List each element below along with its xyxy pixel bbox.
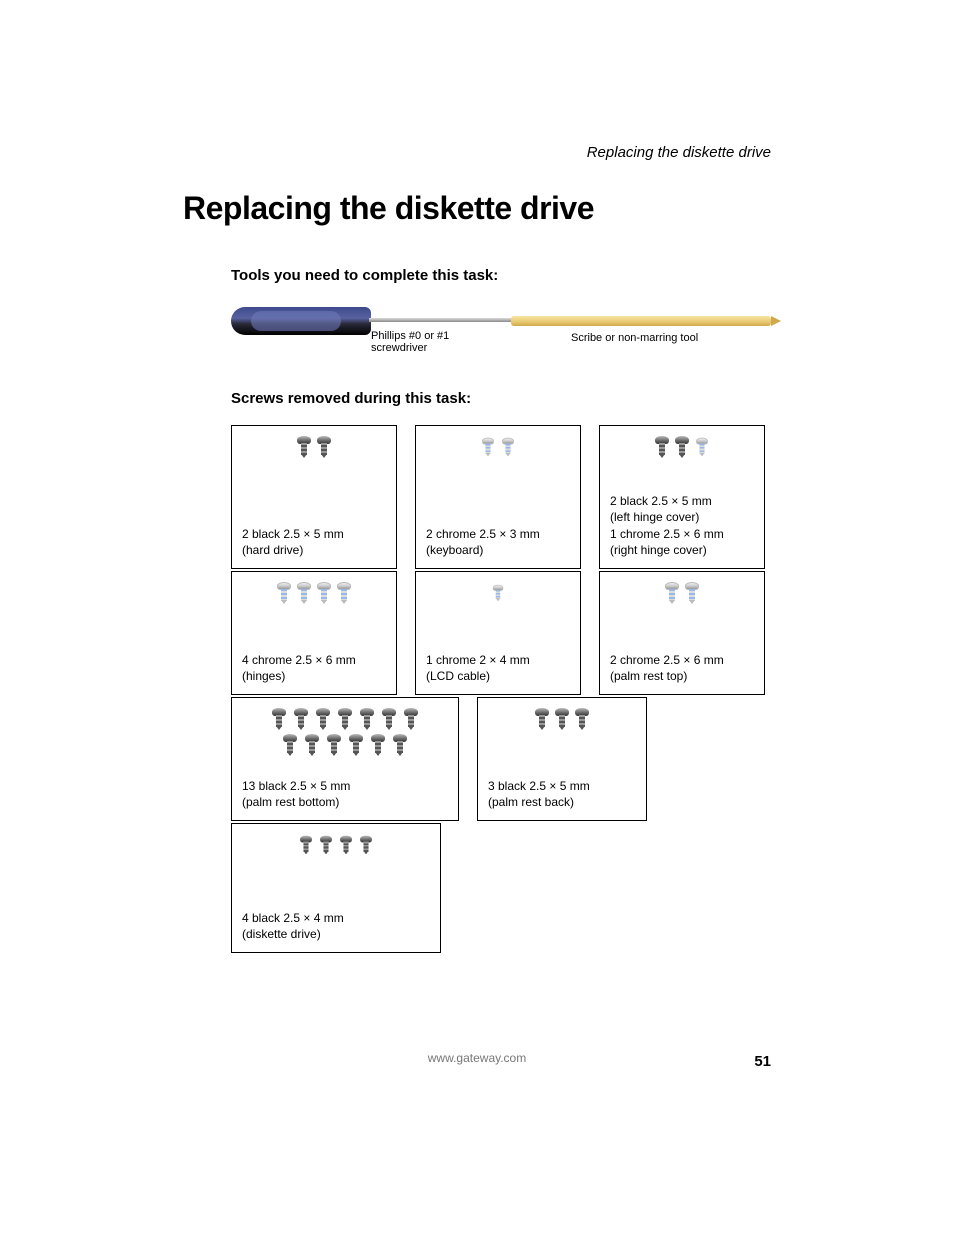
- screw-box-lcd-cable: 1 chrome 2 × 4 mm (LCD cable): [415, 571, 581, 695]
- screw-icon: [297, 582, 311, 604]
- screw-icon: [277, 582, 291, 604]
- tool2-label: Scribe or non-marring tool: [571, 332, 698, 344]
- screw-icon: [337, 582, 351, 604]
- tools-section: Phillips #0 or #1 screwdriver Scribe or …: [231, 302, 771, 340]
- screw-icon: [404, 708, 418, 730]
- screw-icon: [371, 734, 385, 756]
- screw-row-1: 2 black 2.5 × 5 mm (hard drive) 2 chrome…: [231, 425, 771, 569]
- screw-icon: [360, 708, 374, 730]
- page: Replacing the diskette drive Replacing t…: [0, 0, 954, 1235]
- screw-icon: [294, 708, 308, 730]
- screw-caption-line: 4 chrome 2.5 × 6 mm: [242, 652, 386, 668]
- screw-icon: [675, 436, 689, 458]
- screw-caption-line: (left hinge cover): [610, 509, 754, 525]
- screw-icon: [393, 734, 407, 756]
- screw-caption-line: (LCD cable): [426, 668, 570, 684]
- screw-caption-line: 2 chrome 2.5 × 3 mm: [426, 526, 570, 542]
- running-head: Replacing the diskette drive: [587, 144, 771, 161]
- screw-caption-line: (keyboard): [426, 542, 570, 558]
- screw-caption-line: 1 chrome 2 × 4 mm: [426, 652, 570, 668]
- screw-box-palm-rest-back: 3 black 2.5 × 5 mm (palm rest back): [477, 697, 647, 821]
- screws-area: 2 black 2.5 × 5 mm (hard drive) 2 chrome…: [231, 425, 771, 953]
- screw-icon: [297, 436, 311, 458]
- screw-icon: [685, 582, 699, 604]
- screw-caption-line: 2 black 2.5 × 5 mm: [610, 493, 754, 509]
- screw-caption-line: (right hinge cover): [610, 542, 754, 558]
- screw-box-hinges: 4 chrome 2.5 × 6 mm (hinges): [231, 571, 397, 695]
- screw-box-hinge-covers: 2 black 2.5 × 5 mm (left hinge cover) 1 …: [599, 425, 765, 569]
- screw-icon: [502, 438, 514, 457]
- page-number: 51: [754, 1053, 771, 1070]
- screw-icon: [696, 438, 708, 457]
- screw-caption-line: 13 black 2.5 × 5 mm: [242, 778, 448, 794]
- screw-caption-line: 1 chrome 2.5 × 6 mm: [610, 526, 754, 542]
- screw-icon: [655, 436, 669, 458]
- screw-row-3: 13 black 2.5 × 5 mm (palm rest bottom) 3…: [231, 697, 771, 821]
- page-title: Replacing the diskette drive: [183, 190, 771, 227]
- screw-icon: [320, 836, 332, 855]
- screw-box-palm-rest-bottom: 13 black 2.5 × 5 mm (palm rest bottom): [231, 697, 459, 821]
- screw-box-diskette-drive: 4 black 2.5 × 4 mm (diskette drive): [231, 823, 441, 953]
- screw-icon: [575, 708, 589, 730]
- screw-caption-line: (palm rest top): [610, 668, 754, 684]
- screw-icon: [382, 708, 396, 730]
- screw-icon: [272, 708, 286, 730]
- screw-icon: [535, 708, 549, 730]
- screw-icon: [305, 734, 319, 756]
- screw-row-4: 4 black 2.5 × 4 mm (diskette drive): [231, 823, 771, 953]
- screw-icon: [283, 734, 297, 756]
- screw-icon: [482, 438, 494, 457]
- screw-icon: [338, 708, 352, 730]
- screw-caption-line: (hinges): [242, 668, 386, 684]
- screws-heading: Screws removed during this task:: [231, 390, 771, 407]
- screw-box-palm-rest-top: 2 chrome 2.5 × 6 mm (palm rest top): [599, 571, 765, 695]
- screw-caption-line: (diskette drive): [242, 926, 430, 942]
- screw-box-keyboard: 2 chrome 2.5 × 3 mm (keyboard): [415, 425, 581, 569]
- screw-box-hard-drive: 2 black 2.5 × 5 mm (hard drive): [231, 425, 397, 569]
- screw-caption-line: 2 black 2.5 × 5 mm: [242, 526, 386, 542]
- screw-icon: [316, 708, 330, 730]
- screw-caption-line: 4 black 2.5 × 4 mm: [242, 910, 430, 926]
- screw-icon: [317, 436, 331, 458]
- screw-icon: [327, 734, 341, 756]
- screw-icon: [317, 582, 331, 604]
- screw-icon: [300, 836, 312, 855]
- tool1-label: Phillips #0 or #1 screwdriver: [371, 316, 471, 354]
- screw-caption-line: (palm rest bottom): [242, 794, 448, 810]
- screw-caption-line: 3 black 2.5 × 5 mm: [488, 778, 636, 794]
- screw-icon: [349, 734, 363, 756]
- screw-icon: [360, 836, 372, 855]
- screw-caption-line: (palm rest back): [488, 794, 636, 810]
- screw-icon: [665, 582, 679, 604]
- screw-row-2: 4 chrome 2.5 × 6 mm (hinges) 1 chrome 2 …: [231, 571, 771, 695]
- screw-icon: [555, 708, 569, 730]
- footer-url: www.gateway.com: [0, 1051, 954, 1065]
- screw-icon: [340, 836, 352, 855]
- screw-caption-line: (hard drive): [242, 542, 386, 558]
- tools-heading: Tools you need to complete this task:: [231, 267, 771, 284]
- screw-caption-line: 2 chrome 2.5 × 6 mm: [610, 652, 754, 668]
- screw-icon: [493, 585, 504, 602]
- scribe-illustration: Scribe or non-marring tool: [511, 316, 771, 326]
